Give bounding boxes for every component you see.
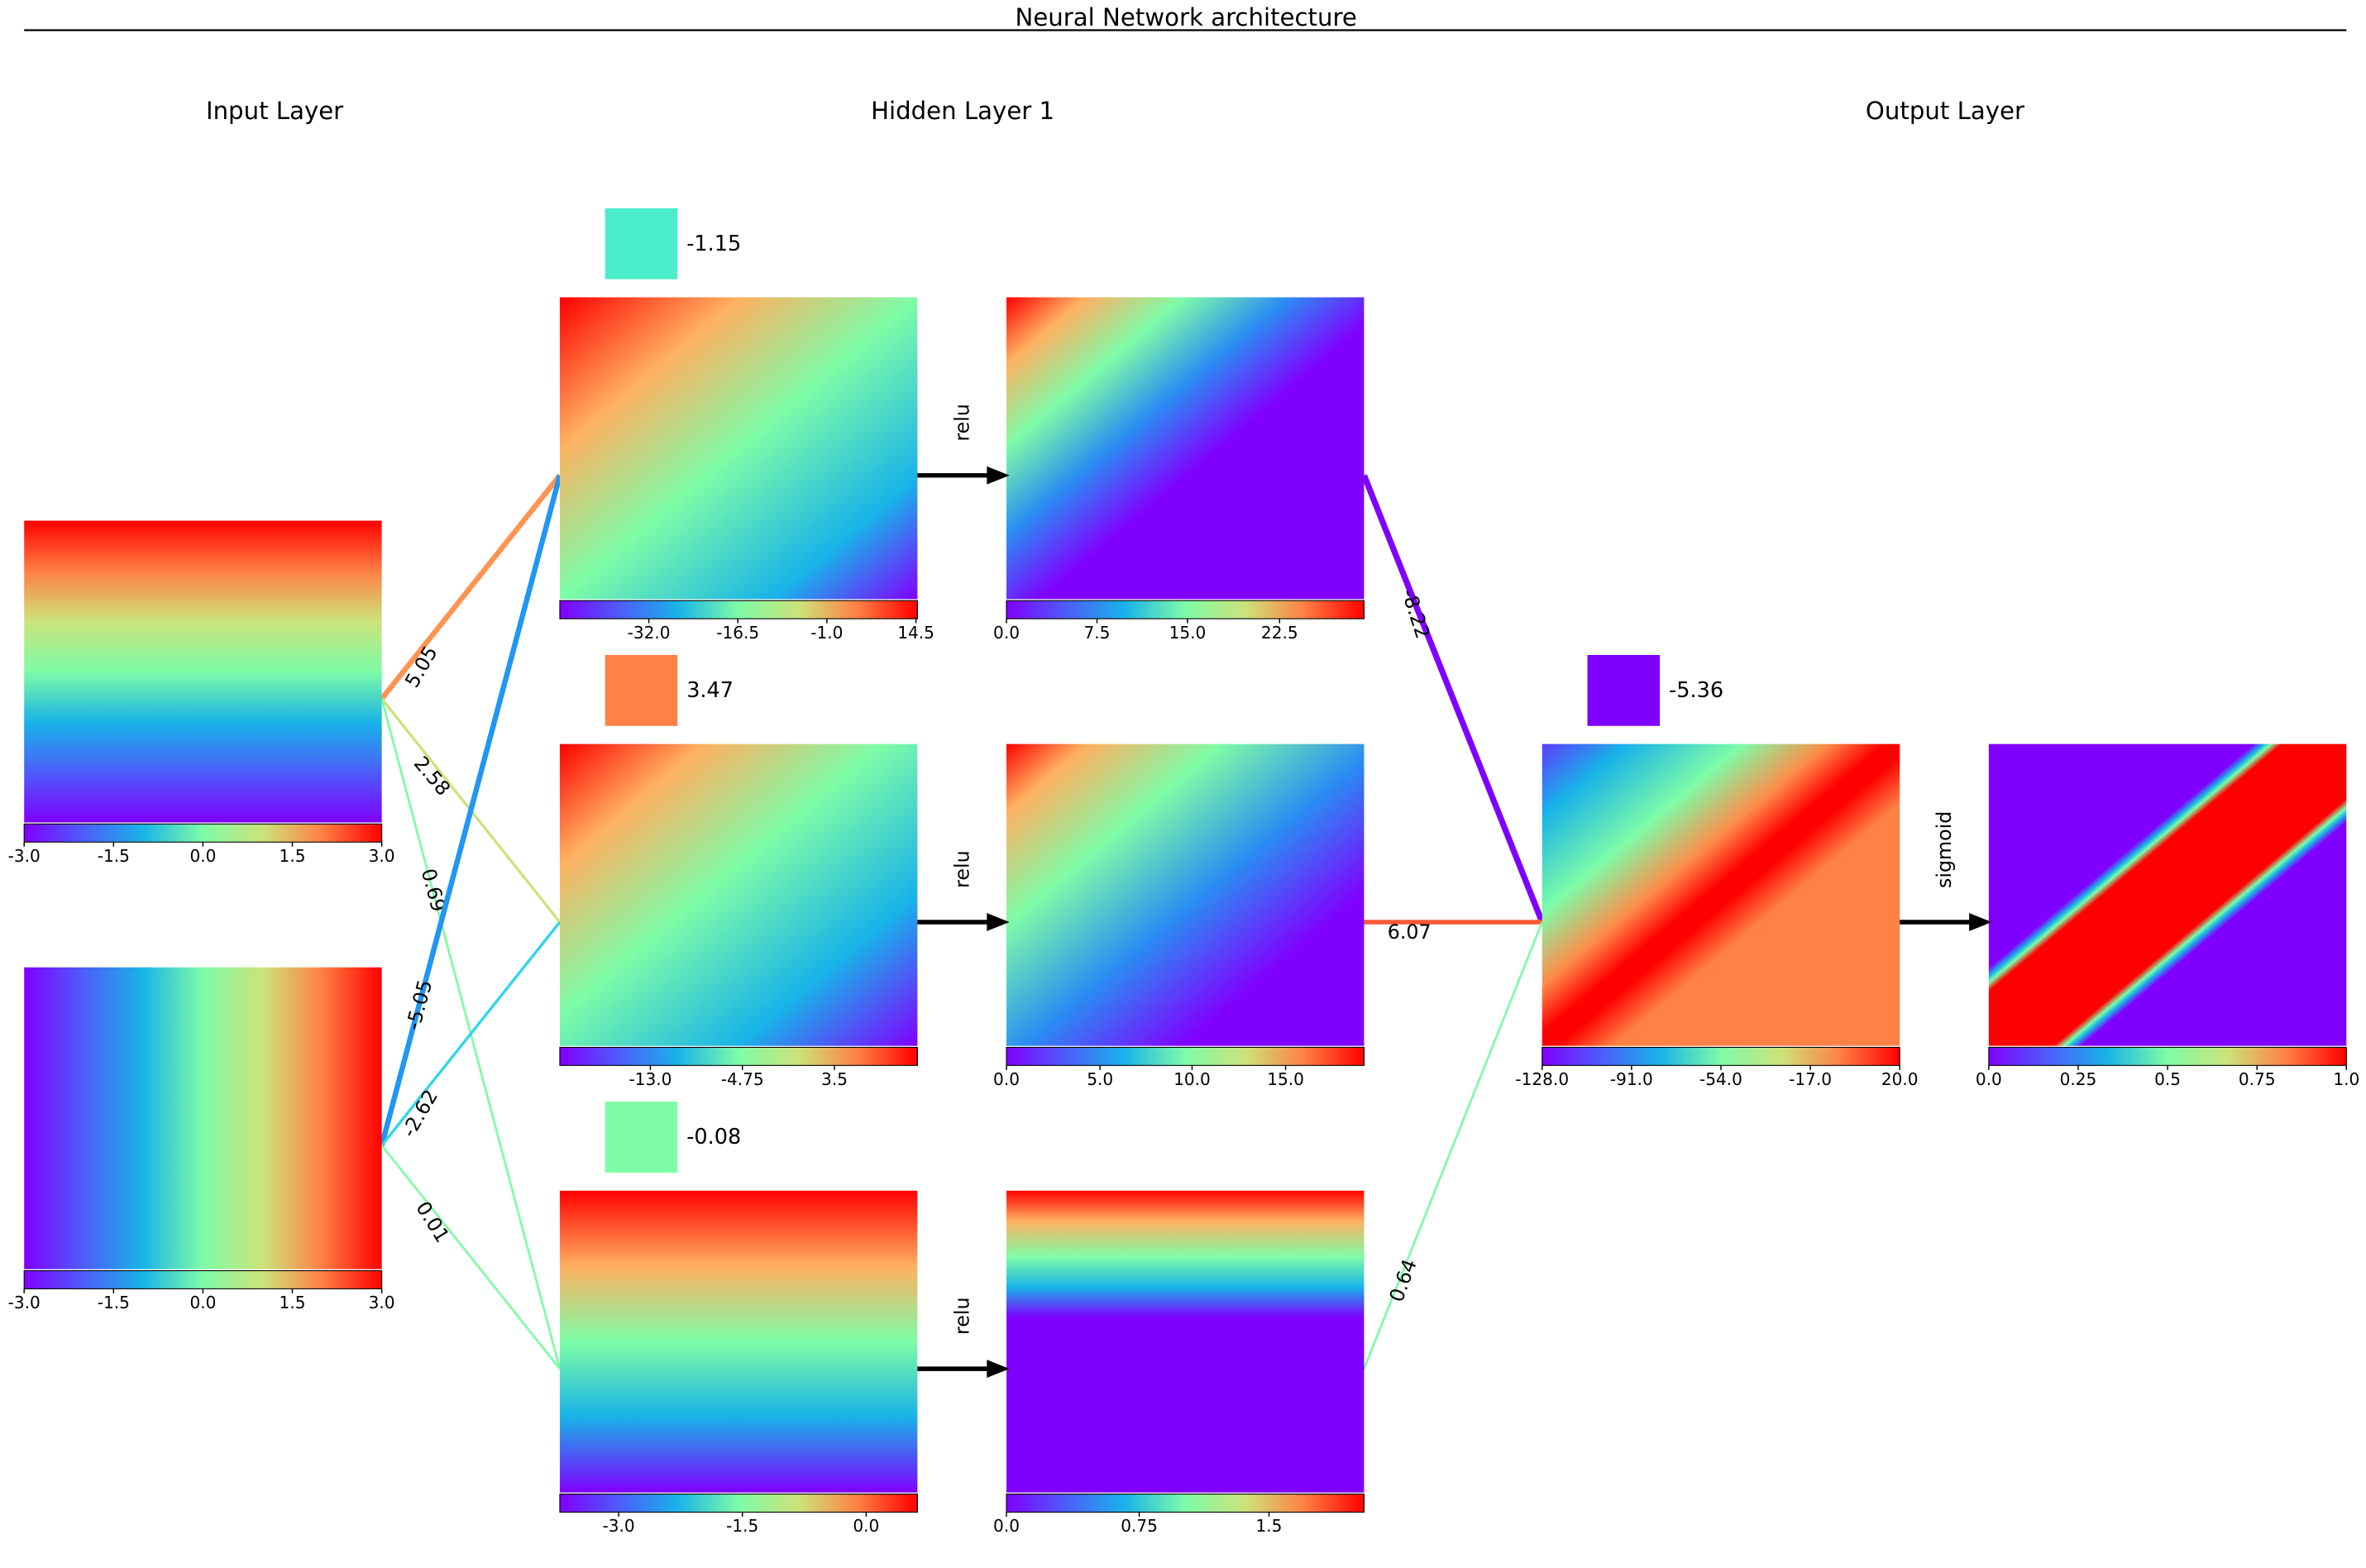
hidden-node-3-post-tick-label: 0.0: [993, 1516, 1020, 1536]
weight-line-in1-h1: [380, 473, 562, 700]
input-node-2-colorbar: [23, 1269, 383, 1289]
hidden-node-1-pre-tick-label: 14.5: [897, 623, 934, 643]
output-node-bias-swatch: [1587, 654, 1661, 726]
output-node-activation-label: sigmoid: [1933, 811, 1956, 888]
weight-label-h2-out: 6.07: [1388, 920, 1432, 944]
hidden-node-3-bias-value: -0.08: [686, 1125, 741, 1150]
weight-label-in2-h2: -2.62: [397, 1086, 442, 1141]
hidden-node-1-pre-tick-label: -1.0: [810, 623, 843, 643]
hidden-node-2-bias-value: 3.47: [686, 678, 734, 703]
layer-label-hidden: Hidden Layer 1: [871, 97, 1054, 125]
hidden-node-1-bias-swatch: [605, 208, 678, 280]
output-node-pre-tick-label: -128.0: [1515, 1069, 1569, 1089]
input-node-1-tick-label: 1.5: [280, 846, 306, 866]
output-node-pre-tick-label: -91.0: [1610, 1069, 1653, 1089]
hidden-node-1-post-tick-label: 15.0: [1169, 623, 1207, 643]
input-node-2-tick-label: 1.5: [280, 1293, 306, 1312]
output-node-post-tick-label: 0.5: [2154, 1069, 2181, 1089]
hidden-node-2-post-tick-label: 5.0: [1087, 1069, 1113, 1089]
weight-label-in2-h3: 0.01: [411, 1198, 454, 1247]
output-node-pre-heatmap: [1541, 743, 1900, 1046]
hidden-node-2-activation-arrow: [917, 913, 1010, 931]
hidden-node-1-activation-arrow: [917, 466, 1010, 485]
hidden-node-2-post-colorbar: [1006, 1046, 1365, 1066]
weight-label-in2-h1: -5.05: [401, 978, 437, 1033]
output-node-post-tick-label: 0.25: [2060, 1069, 2097, 1089]
hidden-node-3-pre-colorbar: [559, 1494, 918, 1513]
hidden-node-1-post-heatmap: [1006, 297, 1365, 600]
hidden-node-1-post-tick-label: 7.5: [1084, 623, 1111, 643]
hidden-node-2-activation-label: relu: [950, 850, 973, 887]
output-node-post-heatmap: [1988, 743, 2347, 1046]
output-node-pre-tick-label: -17.0: [1789, 1069, 1832, 1089]
hidden-node-3-bias-swatch: [605, 1102, 678, 1173]
weight-line-in2-h3: [380, 1145, 562, 1370]
hidden-node-1-post-colorbar: [1006, 600, 1365, 619]
input-node-2-tick-label: -1.5: [98, 1293, 130, 1312]
weight-line-h3-out: [1363, 921, 1544, 1370]
weight-label-in1-h1: 5.05: [400, 642, 442, 691]
hidden-node-2-pre-tick-label: -4.75: [721, 1069, 764, 1089]
hidden-node-3-pre-tick-label: -1.5: [726, 1516, 758, 1536]
hidden-node-1-pre-tick-label: -32.0: [628, 623, 671, 643]
hidden-node-2-post-tick-label: 15.0: [1267, 1069, 1304, 1089]
input-node-1-colorbar: [23, 823, 383, 843]
output-node-post-tick-label: 0.75: [2239, 1069, 2276, 1089]
hidden-node-1-post-tick-label: 22.5: [1261, 623, 1298, 643]
input-node-1-tick-label: 3.0: [369, 846, 395, 866]
hidden-node-2-post-tick-label: 10.0: [1173, 1069, 1211, 1089]
weight-line-in2-h1: [379, 474, 563, 1146]
hidden-node-2-pre-colorbar: [559, 1046, 918, 1066]
output-node-post-colorbar: [1988, 1046, 2347, 1066]
layer-label-output: Output Layer: [1866, 97, 2024, 125]
hidden-node-2-post-heatmap: [1006, 743, 1365, 1046]
hidden-node-1-post-tick-label: 0.0: [993, 623, 1020, 643]
output-node-pre-tick-label: -54.0: [1699, 1069, 1742, 1089]
hidden-node-3-pre-tick-label: 0.0: [853, 1516, 879, 1536]
hidden-node-2-post-tick-label: 0.0: [993, 1069, 1020, 1089]
input-node-2-tick-label: -3.0: [8, 1293, 41, 1312]
hidden-node-1-activation-label: relu: [950, 404, 973, 441]
weight-line-in2-h2: [380, 920, 562, 1147]
hidden-node-2-bias-swatch: [605, 654, 678, 726]
hidden-node-3-post-tick-label: 0.75: [1121, 1516, 1158, 1536]
input-node-1-tick-label: 0.0: [189, 846, 216, 866]
hidden-node-3-activation-label: relu: [950, 1298, 973, 1335]
input-node-2-heatmap: [24, 967, 382, 1269]
output-node-bias-value: -5.36: [1669, 678, 1723, 703]
hidden-node-3-post-tick-label: 1.5: [1256, 1516, 1283, 1536]
hidden-node-3-post-heatmap: [1006, 1190, 1365, 1493]
hidden-node-2-pre-tick-label: 3.5: [821, 1069, 848, 1089]
weight-label-h1-out: -8.22: [1397, 586, 1435, 642]
layer-label-input: Input Layer: [206, 97, 343, 125]
diagram-title: Neural Network architecture: [1015, 3, 1356, 31]
weight-line-h1-out: [1361, 474, 1546, 924]
output-node-pre-colorbar: [1541, 1046, 1900, 1066]
hidden-node-1-pre-colorbar: [559, 600, 918, 619]
input-node-1-tick-label: -3.0: [8, 846, 41, 866]
hidden-node-1-pre-tick-label: -16.5: [716, 623, 759, 643]
output-node-pre-tick-label: 20.0: [1881, 1069, 1919, 1089]
hidden-node-3-post-colorbar: [1006, 1494, 1365, 1513]
input-node-2-tick-label: 0.0: [189, 1293, 216, 1312]
hidden-node-2-pre-heatmap: [559, 743, 918, 1046]
output-node-post-tick-label: 1.0: [2333, 1069, 2359, 1089]
hidden-node-2-pre-tick-label: -13.0: [629, 1069, 672, 1089]
hidden-node-3-pre-tick-label: -3.0: [603, 1516, 635, 1536]
hidden-node-3-activation-arrow: [917, 1360, 1010, 1379]
output-node-activation-arrow: [1900, 913, 1992, 931]
hidden-node-3-pre-heatmap: [559, 1190, 918, 1493]
weight-label-in1-h2: 2.58: [409, 752, 455, 800]
hidden-node-1-pre-heatmap: [559, 297, 918, 600]
weight-label-h3-out: 0.64: [1384, 1256, 1421, 1305]
colorbars: -3.0 -1.5 0.0 1.5 3.0 -3.0 -1.5 0.0 1.5 3.0 -32.0 -…: [8, 600, 2359, 1536]
input-node-1-heatmap: [24, 520, 382, 823]
input-node-2-tick-label: 3.0: [369, 1293, 395, 1312]
output-node-post-tick-label: 0.0: [1976, 1069, 2002, 1089]
hidden-node-1-bias-value: -1.15: [686, 232, 741, 256]
input-node-1-tick-label: -1.5: [98, 846, 130, 866]
